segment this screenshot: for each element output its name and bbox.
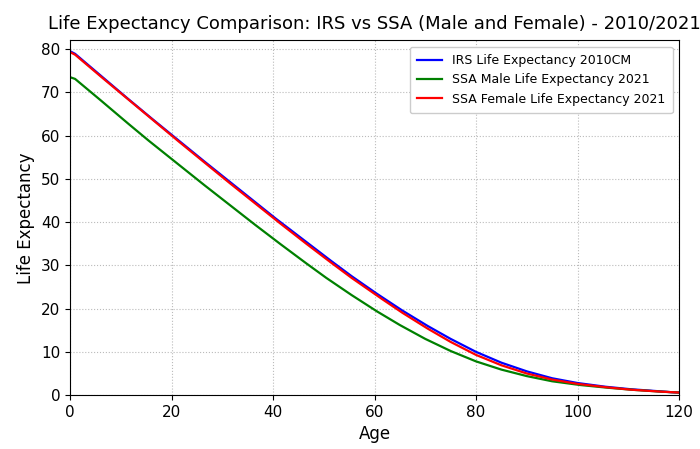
IRS Life Expectancy 2010CM	[414, 317, 422, 323]
X-axis label: Age: Age	[358, 425, 391, 444]
SSA Male Life Expectancy 2021	[515, 371, 524, 377]
SSA Female Life Expectancy 2021	[675, 390, 683, 395]
SSA Male Life Expectancy 2021	[667, 389, 676, 395]
SSA Male Life Expectancy 2021	[66, 75, 74, 80]
IRS Life Expectancy 2010CM	[297, 235, 305, 241]
Line: SSA Male Life Expectancy 2021: SSA Male Life Expectancy 2021	[70, 77, 679, 392]
Y-axis label: Life Expectancy: Life Expectancy	[18, 152, 35, 283]
SSA Male Life Expectancy 2021	[297, 257, 305, 262]
SSA Female Life Expectancy 2021	[515, 368, 524, 374]
SSA Male Life Expectancy 2021	[134, 130, 143, 135]
SSA Female Life Expectancy 2021	[556, 378, 564, 383]
SSA Male Life Expectancy 2021	[414, 332, 422, 338]
SSA Male Life Expectancy 2021	[556, 379, 564, 385]
IRS Life Expectancy 2010CM	[675, 390, 683, 395]
IRS Life Expectancy 2010CM	[134, 105, 143, 110]
SSA Female Life Expectancy 2021	[66, 49, 74, 55]
SSA Male Life Expectancy 2021	[675, 390, 683, 395]
Line: IRS Life Expectancy 2010CM: IRS Life Expectancy 2010CM	[70, 51, 679, 392]
IRS Life Expectancy 2010CM	[556, 377, 564, 383]
Title: Life Expectancy Comparison: IRS vs SSA (Male and Female) - 2010/2021: Life Expectancy Comparison: IRS vs SSA (…	[48, 15, 700, 33]
SSA Female Life Expectancy 2021	[134, 106, 143, 111]
IRS Life Expectancy 2010CM	[515, 366, 524, 371]
Legend: IRS Life Expectancy 2010CM, SSA Male Life Expectancy 2021, SSA Female Life Expec: IRS Life Expectancy 2010CM, SSA Male Lif…	[410, 47, 673, 113]
Line: SSA Female Life Expectancy 2021: SSA Female Life Expectancy 2021	[70, 52, 679, 392]
SSA Female Life Expectancy 2021	[297, 237, 305, 242]
SSA Female Life Expectancy 2021	[667, 389, 676, 395]
IRS Life Expectancy 2010CM	[66, 48, 74, 54]
IRS Life Expectancy 2010CM	[667, 389, 676, 395]
SSA Female Life Expectancy 2021	[414, 320, 422, 325]
